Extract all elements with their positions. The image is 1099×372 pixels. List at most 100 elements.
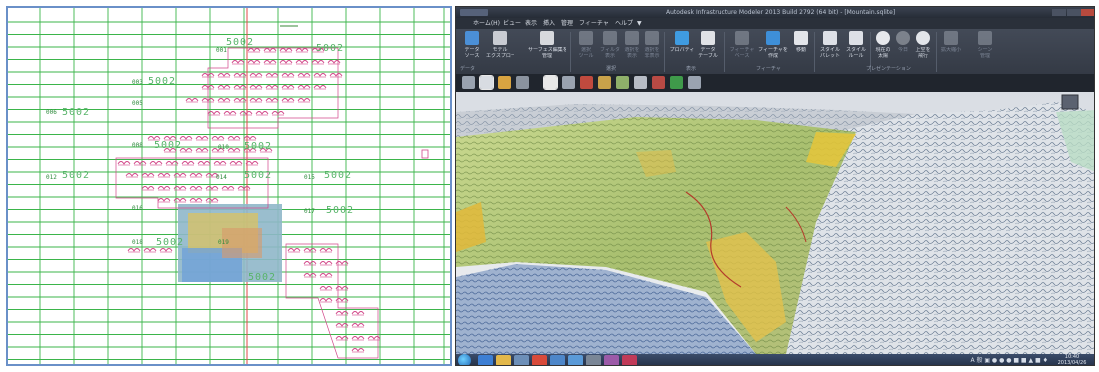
clock[interactable]: 10:40 2013/04/26 (1052, 354, 1092, 365)
monitor-icon[interactable] (568, 355, 583, 365)
surface-edit-button[interactable]: サーフェス編集を 管理 (528, 31, 566, 65)
block-code: 018 (132, 239, 143, 246)
map-symbol-icon (227, 136, 241, 140)
line-icon[interactable] (580, 76, 593, 89)
terrain-icon[interactable] (616, 76, 629, 89)
start-button[interactable] (458, 354, 471, 365)
pen-icon[interactable] (543, 75, 558, 90)
navigation-cube-icon[interactable] (1061, 94, 1079, 110)
map-symbol-icon (263, 48, 277, 52)
map-symbol-icon (259, 148, 273, 152)
menu-home[interactable]: ホーム(H) (473, 20, 501, 27)
show-selection-button[interactable]: 選択を 表示 (618, 31, 646, 65)
map-symbol-icon (243, 136, 257, 140)
fly-over-button[interactable]: 上空を 飛行 (912, 31, 934, 65)
explorer-icon (493, 31, 507, 45)
app2-icon[interactable] (586, 355, 601, 365)
app4-icon[interactable] (622, 355, 637, 365)
map-symbol-icon (189, 186, 203, 190)
maximize-button[interactable] (1067, 9, 1081, 16)
map-symbol-icon (207, 111, 221, 115)
block-code: 015 (304, 174, 315, 181)
feature-base-button[interactable]: フィーチャ ベース (728, 31, 756, 65)
block-code: 016 (132, 205, 143, 212)
map-symbol-icon (211, 136, 225, 140)
current-sun-button[interactable]: 現在の 太陽 (872, 31, 894, 65)
tree-icon[interactable] (670, 76, 683, 89)
map-symbol-icon (173, 186, 187, 190)
map-symbol-icon (303, 248, 317, 252)
data-table-button[interactable]: データ テーブル (694, 31, 722, 65)
today-button[interactable]: 今日 (894, 31, 912, 65)
camera-icon[interactable] (516, 76, 529, 89)
sheet-label: 5002 (62, 170, 91, 181)
create-feature-button[interactable]: フィーチャを 作成 (756, 31, 790, 65)
minimize-button[interactable] (1052, 9, 1066, 16)
map-symbol-icon (143, 248, 157, 252)
scene-manage-button[interactable]: シーン 管理 (968, 31, 1002, 65)
hide-selection-button[interactable]: 選択を 非表示 (638, 31, 666, 65)
folder-icon[interactable] (496, 355, 511, 365)
measure-icon[interactable] (498, 76, 511, 89)
sheet-label: 5002 (62, 107, 91, 118)
map-symbol-icon (195, 136, 209, 140)
ribbon-group-label: データ (460, 66, 476, 72)
menu-insert[interactable]: 挿入 (543, 20, 556, 27)
cursor-icon (579, 31, 593, 45)
map-symbol-icon (239, 111, 253, 115)
menu-display[interactable]: 表示 (525, 20, 538, 27)
map-symbol-icon (127, 248, 141, 252)
map-symbol-icon (179, 136, 193, 140)
scale-button[interactable]: 拡大縮小 (938, 31, 964, 65)
select-tool-button[interactable]: 選択 ツール (572, 31, 600, 65)
map-symbol-icon (351, 323, 365, 327)
menu-features[interactable]: フィーチャ (579, 20, 609, 27)
ribbon-group-label: フィーチャ (756, 66, 781, 72)
map-symbol-icon (205, 173, 219, 177)
model-explorer-button[interactable]: モデル エクスプローラ (486, 31, 514, 65)
menu-view[interactable]: ビュー (503, 20, 522, 27)
map-symbol-icon (205, 198, 219, 202)
menu-overflow[interactable]: ▼ (637, 20, 642, 27)
filter-button[interactable]: フィルタ 表示 (596, 31, 624, 65)
menu-help[interactable]: ヘルプ (615, 20, 634, 27)
hide-icon (645, 31, 659, 45)
polygon-icon[interactable] (598, 76, 611, 89)
ribbon-separator (570, 32, 571, 72)
point-icon[interactable] (562, 76, 575, 89)
properties-button[interactable]: プロパティ (668, 31, 696, 65)
building-icon[interactable] (634, 76, 647, 89)
media-icon[interactable] (514, 355, 529, 365)
block-code: 012 (46, 174, 57, 181)
map-symbol-icon (297, 85, 311, 89)
orthophoto-overlay (222, 228, 262, 258)
move-button[interactable]: 移動 (790, 31, 812, 65)
chrome-icon[interactable] (532, 355, 547, 365)
map-symbol-icon (247, 60, 261, 64)
menu-manage[interactable]: 管理 (561, 20, 574, 27)
road-icon[interactable] (652, 76, 665, 89)
map-symbol-icon (205, 186, 219, 190)
style-palette-button[interactable]: スタイル パレット (816, 31, 844, 65)
ie-icon[interactable] (478, 355, 493, 365)
map-symbol-icon (159, 248, 173, 252)
data-source-button[interactable]: データ ソース (458, 31, 486, 65)
scale-icon (944, 31, 958, 45)
style-rules-button[interactable]: スタイル ルール (842, 31, 870, 65)
app3-icon[interactable] (604, 355, 619, 365)
system-tray[interactable]: A 般 ▣ ● ● ● ■ ■ ▲ ■ ♦ (970, 357, 1048, 364)
select-icon[interactable] (479, 75, 494, 90)
map-symbol-icon (297, 98, 311, 102)
3d-terrain-viewport[interactable] (456, 92, 1094, 354)
close-button[interactable] (1081, 9, 1094, 16)
map-symbol-icon (181, 161, 195, 165)
sheet-label: 5002 (324, 170, 353, 181)
quick-access-toolbar[interactable] (460, 9, 488, 16)
windows-taskbar: A 般 ▣ ● ● ● ■ ■ ▲ ■ ♦ 10:40 2013/04/26 (456, 354, 1094, 365)
app-icon[interactable] (550, 355, 565, 365)
map-symbol-icon (229, 161, 243, 165)
block-outline (285, 243, 379, 359)
navigate-icon[interactable] (462, 76, 475, 89)
map-symbol-icon (147, 136, 161, 140)
water-icon[interactable] (688, 76, 701, 89)
